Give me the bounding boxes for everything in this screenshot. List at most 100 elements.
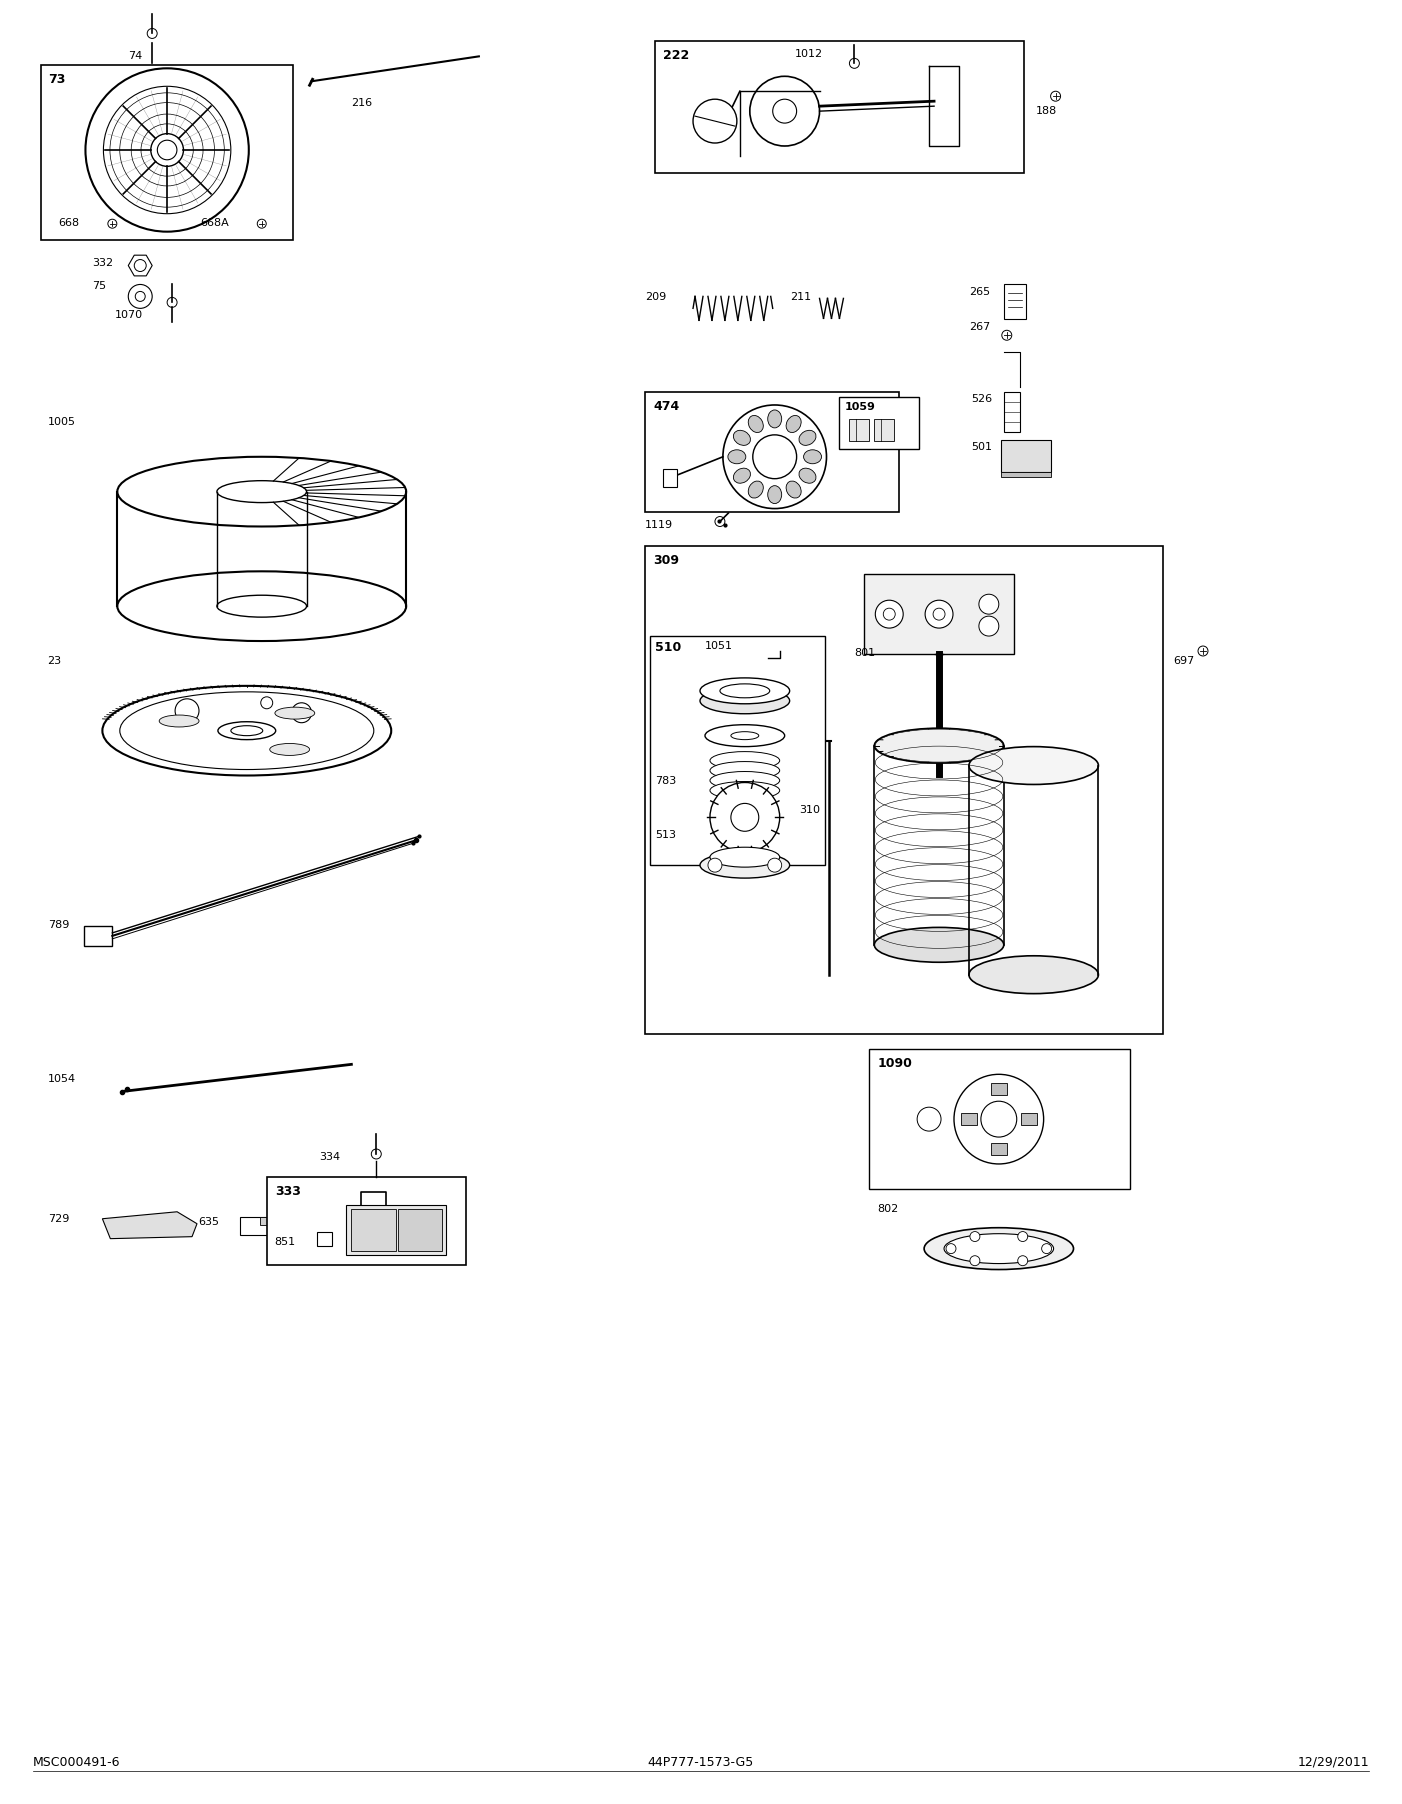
Circle shape bbox=[917, 1108, 941, 1131]
Circle shape bbox=[979, 594, 998, 613]
Ellipse shape bbox=[700, 851, 789, 879]
Circle shape bbox=[135, 292, 146, 301]
Circle shape bbox=[979, 617, 998, 637]
Bar bbox=[865, 574, 1014, 655]
Text: 222: 222 bbox=[663, 49, 690, 63]
Ellipse shape bbox=[719, 684, 770, 698]
Bar bbox=[352, 1209, 397, 1250]
Text: 668: 668 bbox=[59, 218, 80, 227]
Bar bbox=[1001, 471, 1050, 476]
Circle shape bbox=[925, 601, 953, 628]
Circle shape bbox=[970, 1256, 980, 1266]
Ellipse shape bbox=[118, 572, 407, 640]
Ellipse shape bbox=[749, 482, 763, 498]
Ellipse shape bbox=[700, 687, 789, 714]
Ellipse shape bbox=[733, 431, 750, 446]
Text: 216: 216 bbox=[352, 97, 373, 108]
Circle shape bbox=[693, 99, 737, 143]
Polygon shape bbox=[102, 1212, 198, 1239]
Circle shape bbox=[708, 859, 722, 871]
Bar bbox=[346, 1205, 446, 1254]
Circle shape bbox=[104, 87, 231, 213]
Ellipse shape bbox=[705, 725, 785, 747]
Circle shape bbox=[970, 1232, 980, 1241]
Ellipse shape bbox=[799, 469, 816, 483]
Ellipse shape bbox=[730, 732, 758, 740]
Ellipse shape bbox=[217, 595, 307, 617]
Circle shape bbox=[86, 69, 248, 231]
Bar bbox=[663, 469, 677, 487]
Text: 668A: 668A bbox=[200, 218, 229, 227]
Circle shape bbox=[1018, 1256, 1028, 1266]
Circle shape bbox=[147, 29, 157, 38]
Text: 211: 211 bbox=[789, 292, 810, 303]
Ellipse shape bbox=[768, 485, 782, 503]
Bar bbox=[398, 1209, 442, 1250]
Text: 265: 265 bbox=[969, 287, 990, 298]
Circle shape bbox=[946, 1243, 956, 1254]
Ellipse shape bbox=[160, 714, 199, 727]
Bar bbox=[1004, 391, 1019, 431]
Ellipse shape bbox=[969, 747, 1098, 785]
Bar bbox=[960, 1113, 977, 1126]
Text: 12/29/2011: 12/29/2011 bbox=[1298, 1755, 1370, 1768]
Circle shape bbox=[850, 58, 859, 69]
Text: 789: 789 bbox=[48, 920, 69, 929]
Text: 267: 267 bbox=[969, 323, 990, 332]
Ellipse shape bbox=[875, 729, 1004, 763]
Circle shape bbox=[1002, 330, 1012, 341]
Ellipse shape bbox=[768, 410, 782, 428]
Ellipse shape bbox=[875, 927, 1004, 962]
Bar bbox=[850, 419, 869, 440]
Circle shape bbox=[128, 285, 153, 308]
Circle shape bbox=[715, 516, 725, 527]
Bar bbox=[991, 1144, 1007, 1155]
Ellipse shape bbox=[275, 707, 314, 720]
Circle shape bbox=[257, 220, 266, 227]
Ellipse shape bbox=[700, 678, 789, 704]
Ellipse shape bbox=[269, 743, 310, 756]
Bar bbox=[1021, 1113, 1036, 1126]
Text: 513: 513 bbox=[655, 830, 676, 841]
Circle shape bbox=[953, 1075, 1043, 1164]
Circle shape bbox=[768, 859, 782, 871]
Text: 73: 73 bbox=[49, 74, 66, 87]
Text: 1005: 1005 bbox=[48, 417, 76, 428]
Text: 526: 526 bbox=[972, 393, 993, 404]
Ellipse shape bbox=[944, 1234, 1053, 1263]
Text: 1051: 1051 bbox=[705, 640, 733, 651]
Circle shape bbox=[108, 220, 116, 227]
Bar bbox=[645, 547, 1164, 1034]
Text: 1119: 1119 bbox=[645, 520, 673, 530]
Circle shape bbox=[723, 404, 827, 509]
Circle shape bbox=[883, 608, 896, 621]
Ellipse shape bbox=[709, 848, 780, 868]
Ellipse shape bbox=[231, 725, 262, 736]
Ellipse shape bbox=[787, 415, 801, 433]
Circle shape bbox=[934, 608, 945, 621]
Ellipse shape bbox=[803, 449, 822, 464]
Ellipse shape bbox=[924, 1229, 1074, 1270]
Ellipse shape bbox=[709, 761, 780, 779]
Text: MSC000491-6: MSC000491-6 bbox=[32, 1755, 121, 1768]
Ellipse shape bbox=[217, 480, 307, 503]
Text: 334: 334 bbox=[320, 1153, 341, 1162]
Text: 851: 851 bbox=[275, 1238, 296, 1247]
Bar bbox=[840, 397, 920, 449]
Text: 1070: 1070 bbox=[115, 310, 143, 321]
Ellipse shape bbox=[749, 415, 763, 433]
Circle shape bbox=[875, 601, 903, 628]
Text: 1012: 1012 bbox=[795, 49, 823, 60]
Circle shape bbox=[151, 133, 184, 166]
Ellipse shape bbox=[119, 693, 374, 770]
Text: 510: 510 bbox=[655, 640, 681, 655]
Bar bbox=[991, 1082, 1007, 1095]
Circle shape bbox=[753, 435, 796, 478]
Ellipse shape bbox=[709, 772, 780, 790]
Circle shape bbox=[1018, 1232, 1028, 1241]
Bar bbox=[1004, 285, 1026, 319]
Text: 1054: 1054 bbox=[48, 1075, 76, 1084]
Circle shape bbox=[750, 76, 820, 146]
Text: 635: 635 bbox=[198, 1216, 219, 1227]
Text: 23: 23 bbox=[48, 657, 62, 666]
